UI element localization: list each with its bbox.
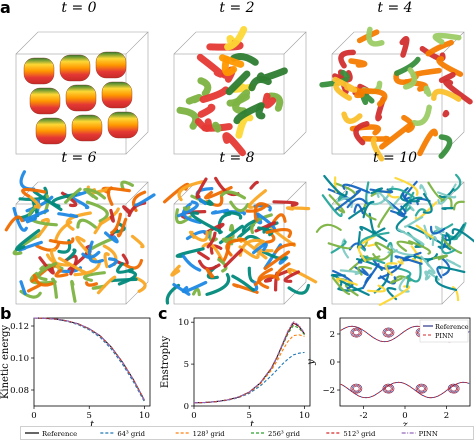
- vortex-tubes: [4, 170, 156, 303]
- panel-letter-d: d: [316, 304, 328, 323]
- x-axis-label: t: [90, 420, 95, 431]
- x-tick-label: 10: [139, 411, 150, 421]
- series-line: [33, 317, 145, 403]
- vortex-tubes: [319, 26, 473, 162]
- series-line: [193, 351, 305, 404]
- plot-frame: [193, 317, 311, 407]
- vortex-snapshot: [173, 26, 307, 157]
- y-tick-label: 0.12: [10, 322, 29, 332]
- x-tick-label: 5: [87, 411, 92, 421]
- y-tick-label: 0.10: [10, 354, 29, 364]
- x-tick-label: 0: [31, 411, 36, 421]
- snapshot-time-label: t = 10: [372, 150, 418, 166]
- series-line: [33, 317, 145, 401]
- x-tick-label: 0: [402, 411, 407, 421]
- y-tick-label: −2: [322, 386, 335, 396]
- y-axis-label: Kinetic energy: [0, 325, 11, 399]
- chart-legend: Reference 64³ grid 128³ grid 256³ grid 512³ …: [20, 426, 474, 440]
- y-tick-label: 0.08: [10, 386, 29, 396]
- legend-label: 512³ grid: [343, 430, 376, 438]
- y-tick-label: 0: [184, 402, 189, 412]
- vortex-tubes: [176, 26, 288, 157]
- legend-label: PINN: [435, 332, 454, 340]
- x-axis-label: t: [250, 420, 255, 431]
- legend-label: 256³ grid: [268, 430, 301, 438]
- legend-label: 64³ grid: [117, 430, 145, 438]
- legend-label: Reference: [435, 323, 469, 331]
- x-tick-label: 2: [444, 411, 449, 421]
- vortex-snapshot: [319, 26, 473, 162]
- y-axis-label: y: [306, 359, 317, 366]
- series-line: [193, 320, 305, 404]
- legend-label: 128³ grid: [193, 430, 226, 438]
- vortex-snapshot: [315, 173, 474, 306]
- x-axis-label: z: [401, 420, 408, 431]
- legend-label: PINN: [419, 430, 438, 438]
- snapshot-time-label: t = 0: [61, 0, 97, 16]
- cube-wireframe: [173, 31, 307, 155]
- cube-wireframe: [173, 181, 307, 305]
- vortex-tubes: [23, 51, 139, 145]
- contour-line: [340, 381, 470, 399]
- y-tick-label: 10: [178, 318, 189, 328]
- y-axis-label: Enstrophy: [160, 336, 171, 389]
- snapshot-time-label: t = 8: [219, 150, 255, 166]
- x-tick-label: 5: [247, 411, 252, 421]
- x-tick-label: 10: [299, 411, 310, 421]
- snapshot-time-label: t = 6: [61, 150, 97, 166]
- cube-wireframe: [331, 181, 465, 305]
- panel-letter-b: b: [0, 304, 12, 323]
- vortex-tubes: [315, 173, 474, 306]
- panel-letter-c: c: [158, 304, 168, 323]
- x-tick-label: 0: [191, 411, 196, 421]
- snapshot-time-label: t = 2: [219, 0, 255, 16]
- vortex-tubes: [163, 176, 318, 305]
- y-tick-label: 2: [330, 330, 335, 340]
- panel-letter-a: a: [0, 0, 11, 17]
- y-tick-label: 0: [330, 358, 335, 368]
- vortex-snapshot: [4, 170, 156, 305]
- legend-label: Reference: [42, 430, 77, 438]
- x-tick-label: -2: [359, 411, 367, 421]
- y-tick-label: 5: [184, 360, 189, 370]
- vortex-snapshot: [15, 31, 149, 155]
- vortex-snapshot: [163, 176, 318, 305]
- plot-frame: [33, 317, 151, 407]
- snapshot-time-label: t = 4: [377, 0, 413, 16]
